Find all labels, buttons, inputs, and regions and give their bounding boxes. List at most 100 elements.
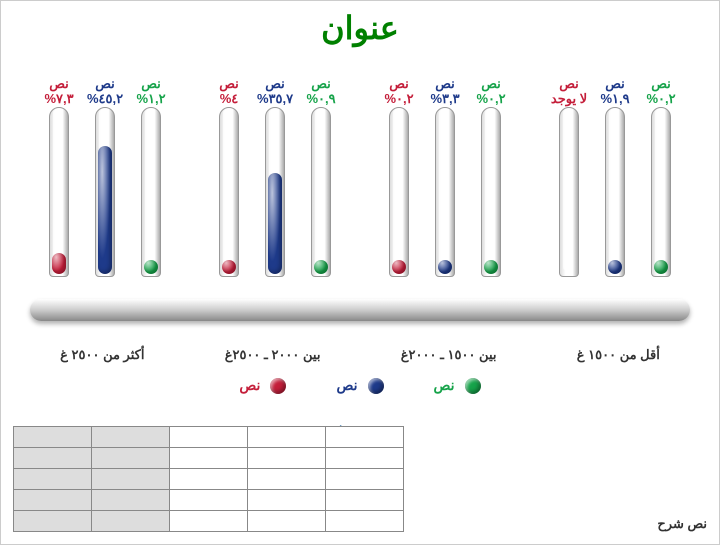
tube-column: نص١,٢% — [131, 59, 171, 277]
tube-labels: نص٣,٣% — [430, 59, 459, 107]
table-cell — [326, 448, 404, 469]
table-row — [14, 490, 404, 511]
tube-fill — [608, 260, 622, 274]
thermometer-tube — [389, 107, 409, 277]
table-cell — [14, 448, 92, 469]
tube-labels: نص١,٩% — [600, 59, 629, 107]
tube-column: نص٤٥,٢% — [85, 59, 125, 277]
legend-label: نص — [336, 377, 357, 394]
table-row — [14, 427, 404, 448]
tube-column: نص٤% — [209, 59, 249, 277]
tube-labels: نص٠,٩% — [306, 59, 335, 107]
table-cell — [14, 490, 92, 511]
tube-value-label: ٠,٢% — [384, 91, 413, 107]
tube-value-label: لا يوجد — [551, 91, 587, 107]
table-row — [14, 511, 404, 532]
tube-fill — [268, 173, 282, 274]
tube-fill — [144, 260, 158, 274]
tube-value-label: ٠,٢% — [646, 91, 675, 107]
tube-fill — [52, 253, 66, 274]
table-cell — [248, 448, 326, 469]
table-cell — [92, 490, 170, 511]
legend-ball-icon — [368, 378, 384, 394]
legend-ball-icon — [465, 378, 481, 394]
table-cell — [14, 511, 92, 532]
tube-top-label: نص — [311, 76, 331, 92]
tube-fill — [654, 260, 668, 274]
table-row — [14, 448, 404, 469]
tube-top-label: نص — [605, 76, 625, 92]
table-cell — [92, 469, 170, 490]
tube-column: نص٠,٢% — [471, 59, 511, 277]
tube-labels: نصلا يوجد — [551, 59, 587, 107]
tube-fill — [392, 260, 406, 274]
legend-label: نص — [434, 377, 455, 394]
table-cell — [326, 490, 404, 511]
table-cell — [170, 511, 248, 532]
table-cell — [326, 511, 404, 532]
tube-group: نص٠,٢%نص٣,٣%نص٠,٢% — [379, 59, 511, 339]
legend-ball-icon — [270, 378, 286, 394]
thermometer-tube — [49, 107, 69, 277]
thermometer-tube — [219, 107, 239, 277]
tube-column: نص٧,٣% — [39, 59, 79, 277]
tube-value-label: ٤٥,٢% — [87, 91, 123, 107]
table-cell — [14, 469, 92, 490]
table-cell — [248, 511, 326, 532]
tube-value-label: ٧,٣% — [44, 91, 73, 107]
tube-top-label: نص — [389, 76, 409, 92]
thermometer-tube — [311, 107, 331, 277]
tube-labels: نص٤٥,٢% — [87, 59, 123, 107]
tube-column: نص١,٩% — [595, 59, 635, 277]
table-cell — [248, 469, 326, 490]
tube-top-label: نص — [651, 76, 671, 92]
group-label: بين ٢٠٠٠ ـ ٢٥٠٠غ — [225, 347, 321, 363]
thermometer-tube — [481, 107, 501, 277]
tube-top-label: نص — [265, 76, 285, 92]
tube-top-label: نص — [49, 76, 69, 92]
chart-area: نص٠,٢%نص١,٩%نصلا يوجدنص٠,٢%نص٣,٣%نص٠,٢%ن… — [20, 59, 700, 339]
tube-column: نص٠,٢% — [379, 59, 419, 277]
legend-item: نص — [336, 377, 383, 394]
tube-value-label: ٠,٩% — [306, 91, 335, 107]
tube-column: نص٣٥,٧% — [255, 59, 295, 277]
group-label: بين ١٥٠٠ ـ ٢٠٠٠غ — [401, 347, 497, 363]
tube-value-label: ١,٢% — [136, 91, 165, 107]
tube-top-label: نص — [141, 76, 161, 92]
tube-labels: نص٠,٢% — [476, 59, 505, 107]
tube-value-label: ١,٩% — [600, 91, 629, 107]
tube-value-label: ٠,٢% — [476, 91, 505, 107]
thermometer-tube — [141, 107, 161, 277]
table-cell — [92, 511, 170, 532]
tube-group: نص٠,٢%نص١,٩%نصلا يوجد — [549, 59, 681, 339]
table-cell — [170, 448, 248, 469]
tube-top-label: نص — [95, 76, 115, 92]
tube-column: نص٠,٩% — [301, 59, 341, 277]
tube-labels: نص١,٢% — [136, 59, 165, 107]
tube-value-label: ٤% — [220, 91, 239, 107]
table-cell — [14, 427, 92, 448]
table-cell — [326, 427, 404, 448]
table-cell — [326, 469, 404, 490]
group-label: أقل من ١٥٠٠ غ — [577, 347, 660, 363]
table-cell — [248, 490, 326, 511]
table-cell — [92, 427, 170, 448]
table-cell — [248, 427, 326, 448]
tube-top-label: نص — [435, 76, 455, 92]
tube-fill — [484, 260, 498, 274]
bottom-section: نص شرح — [13, 426, 707, 532]
tube-column: نص٠,٢% — [641, 59, 681, 277]
tube-top-label: نص — [219, 76, 239, 92]
tube-top-label: نص — [481, 76, 501, 92]
tube-labels: نص٠,٢% — [646, 59, 675, 107]
thermometer-tube — [265, 107, 285, 277]
legend-label: نص — [239, 377, 260, 394]
data-table-wrap — [13, 426, 404, 532]
legend-item: نص — [434, 377, 481, 394]
chart-title: عنوان — [1, 9, 719, 47]
tube-fill — [98, 146, 112, 274]
tube-labels: نص٠,٢% — [384, 59, 413, 107]
tube-labels: نص٧,٣% — [44, 59, 73, 107]
thermometer-tube — [651, 107, 671, 277]
tube-fill — [314, 260, 328, 274]
